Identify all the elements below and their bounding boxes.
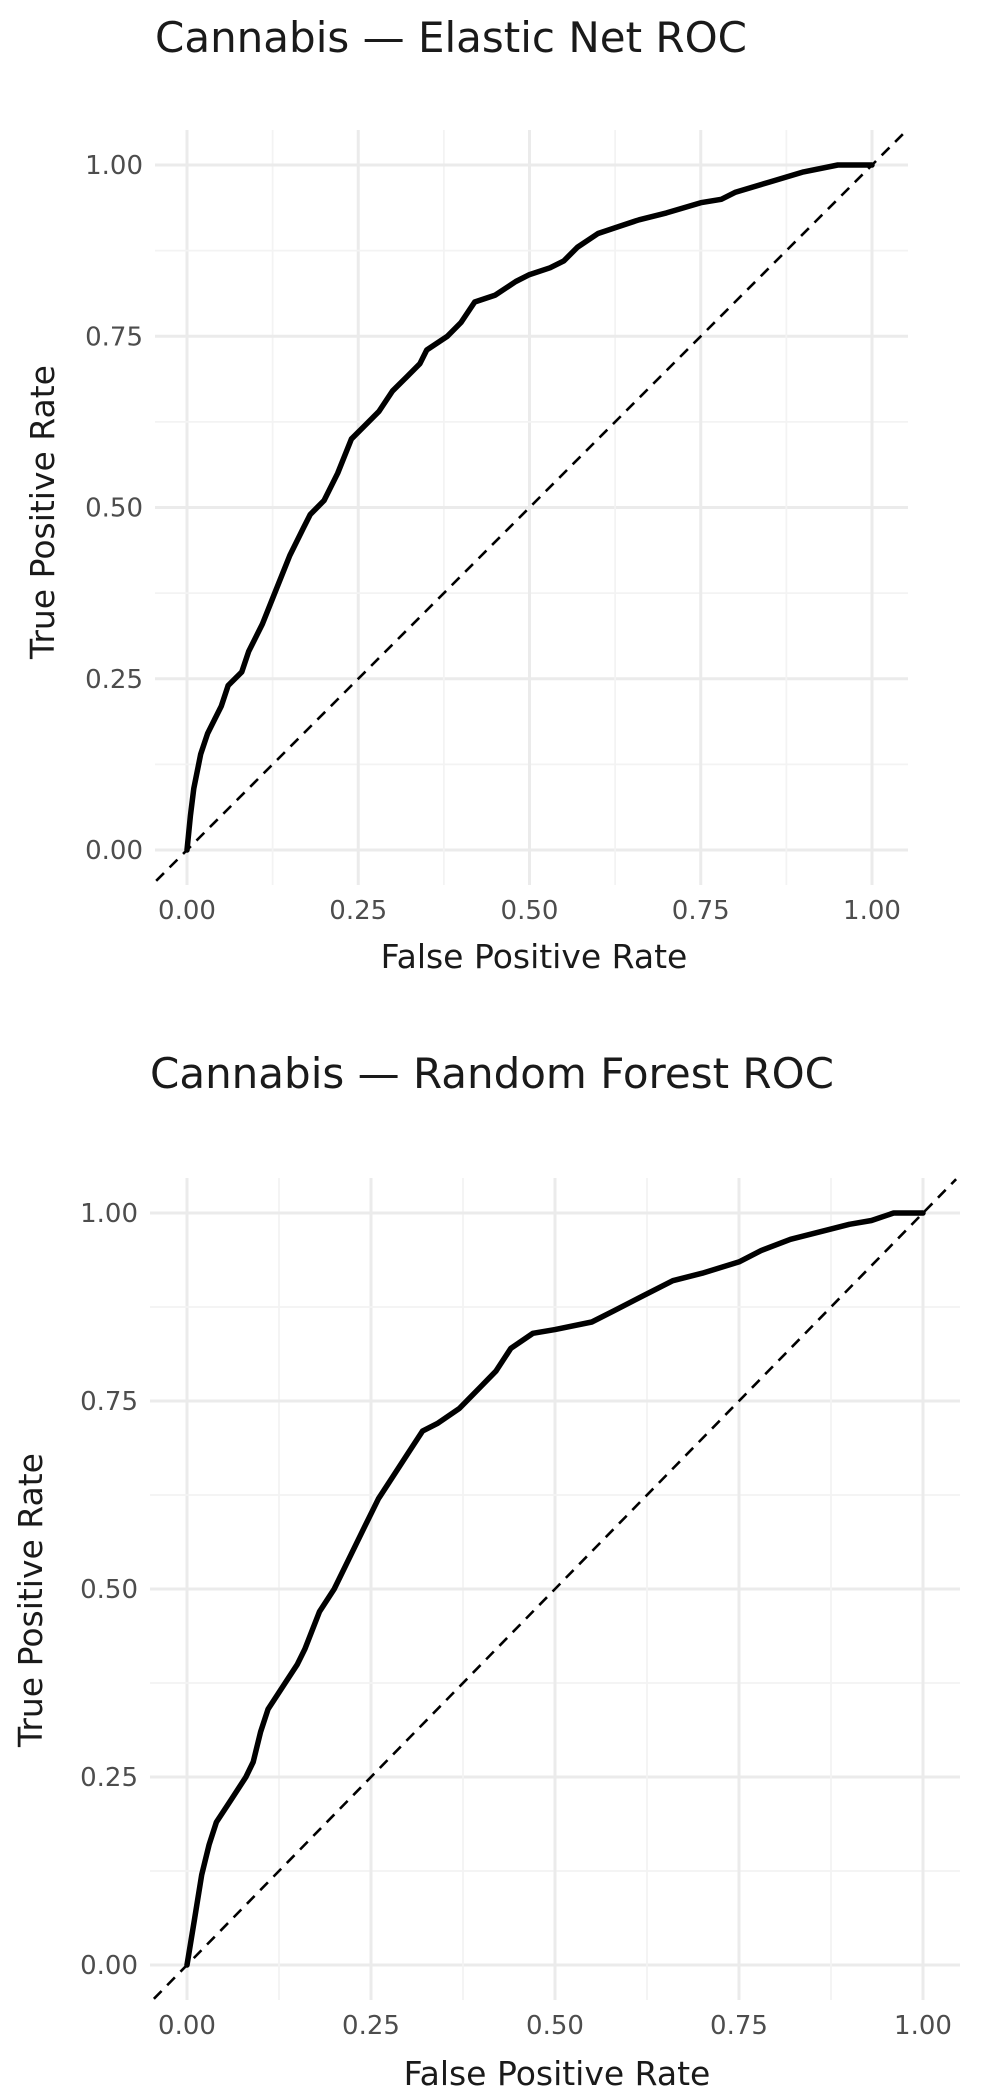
- x-tick-label: 0.00: [158, 896, 216, 926]
- x-tick-label: 0.25: [342, 2011, 400, 2041]
- chart-title: Cannabis — Elastic Net ROC: [155, 13, 747, 62]
- x-tick-label: 0.50: [501, 896, 559, 926]
- y-tick-label: 1.00: [80, 1199, 138, 1229]
- x-tick-label: 1.00: [894, 2011, 952, 2041]
- roc-curve: [184, 1210, 926, 1968]
- x-tick-label: 0.50: [526, 2011, 584, 2041]
- y-tick-label: 1.00: [85, 151, 143, 181]
- y-tick-label: 0.75: [80, 1387, 138, 1417]
- elastic-net-roc-chart: Cannabis — Elastic Net ROC 0.00 0.25 0.50 0…: [23, 13, 908, 976]
- y-tick-label: 0.50: [85, 494, 143, 524]
- y-tick-labels: 0.00 0.25 0.50 0.75 1.00: [85, 151, 143, 866]
- grid: [150, 1178, 960, 2000]
- x-tick-labels: 0.00 0.25 0.50 0.75 1.00: [158, 896, 901, 926]
- x-tick-label: 0.00: [158, 2011, 216, 2041]
- chart-title: Cannabis — Random Forest ROC: [150, 1049, 834, 1098]
- y-tick-label: 0.75: [85, 322, 143, 352]
- grid: [155, 130, 908, 885]
- y-tick-label: 0.25: [80, 1763, 138, 1793]
- y-tick-labels: 0.00 0.25 0.50 0.75 1.00: [80, 1199, 138, 1981]
- y-axis-title: True Positive Rate: [23, 365, 62, 660]
- x-tick-label: 1.00: [843, 896, 901, 926]
- y-tick-label: 0.25: [85, 665, 143, 695]
- y-tick-label: 0.50: [80, 1575, 138, 1605]
- x-tick-label: 0.75: [672, 896, 730, 926]
- x-tick-label: 0.75: [710, 2011, 768, 2041]
- y-tick-label: 0.00: [80, 1951, 138, 1981]
- x-tick-labels: 0.00 0.25 0.50 0.75 1.00: [158, 2011, 952, 2041]
- reference-diagonal: [152, 1178, 958, 2000]
- y-tick-label: 0.00: [85, 836, 143, 866]
- x-axis-title: False Positive Rate: [404, 2054, 711, 2093]
- reference-diagonal: [155, 133, 904, 882]
- x-tick-label: 0.25: [329, 896, 387, 926]
- random-forest-roc-chart: Cannabis — Random Forest ROC 0.00 0.25 0.5…: [11, 1049, 960, 2093]
- roc-curve: [184, 162, 875, 853]
- x-axis-title: False Positive Rate: [381, 937, 688, 976]
- y-axis-title: True Positive Rate: [11, 1453, 50, 1748]
